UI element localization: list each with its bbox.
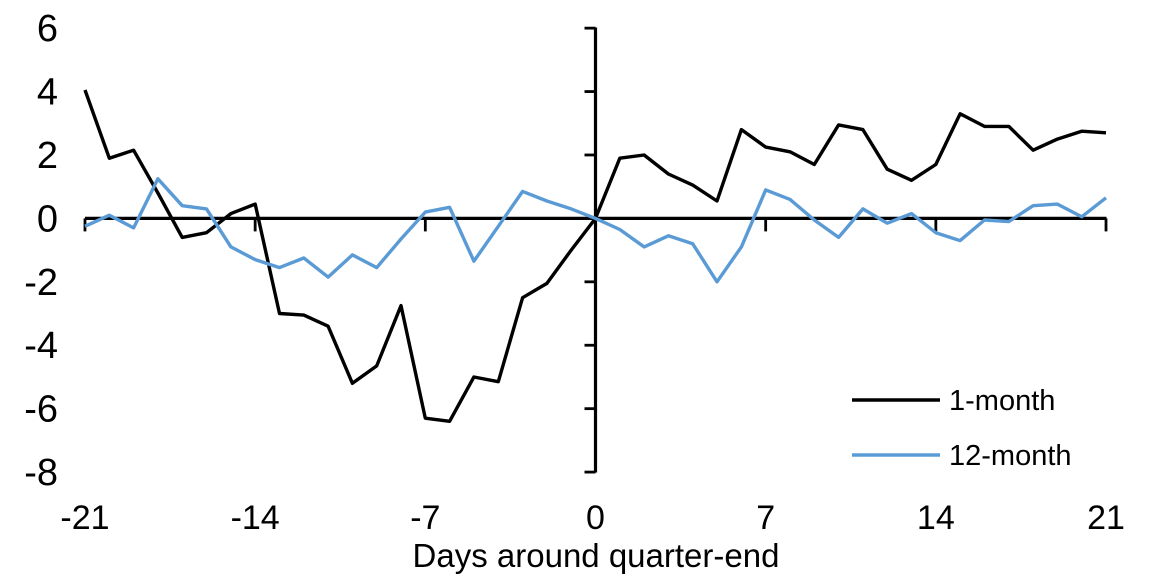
legend: 1-month 12-month [852, 385, 1072, 472]
legend-label-12-month: 12-month [949, 440, 1072, 472]
x-tick-label: -21 [60, 499, 109, 537]
x-tick-label: 21 [1087, 499, 1125, 537]
series-12-month-line [84, 177, 1108, 284]
x-tick-label: -14 [231, 499, 280, 537]
y-tick-label: -2 [24, 262, 58, 304]
y-tick-label: -4 [24, 325, 58, 367]
x-tick-label: 7 [756, 499, 775, 537]
x-tick-label: -7 [410, 499, 440, 537]
x-axis-title: Days around quarter-end [413, 537, 780, 574]
x-tick-label: 14 [917, 499, 955, 537]
axes-layer: 6 4 2 0 -2 -4 -6 -8-21 -14 -7 0 7 14 21 [24, 8, 1125, 537]
y-tick-label: -8 [24, 452, 58, 494]
legend-label-1-month: 1-month [949, 385, 1055, 417]
y-tick-label: 6 [37, 8, 58, 50]
y-tick-label: 4 [37, 72, 58, 114]
y-tick-label: 2 [37, 135, 58, 177]
x-tick-label: 0 [586, 499, 605, 537]
y-tick-label: 0 [37, 198, 58, 240]
series-layer [83, 89, 1108, 423]
y-tick-label: -6 [24, 389, 58, 431]
